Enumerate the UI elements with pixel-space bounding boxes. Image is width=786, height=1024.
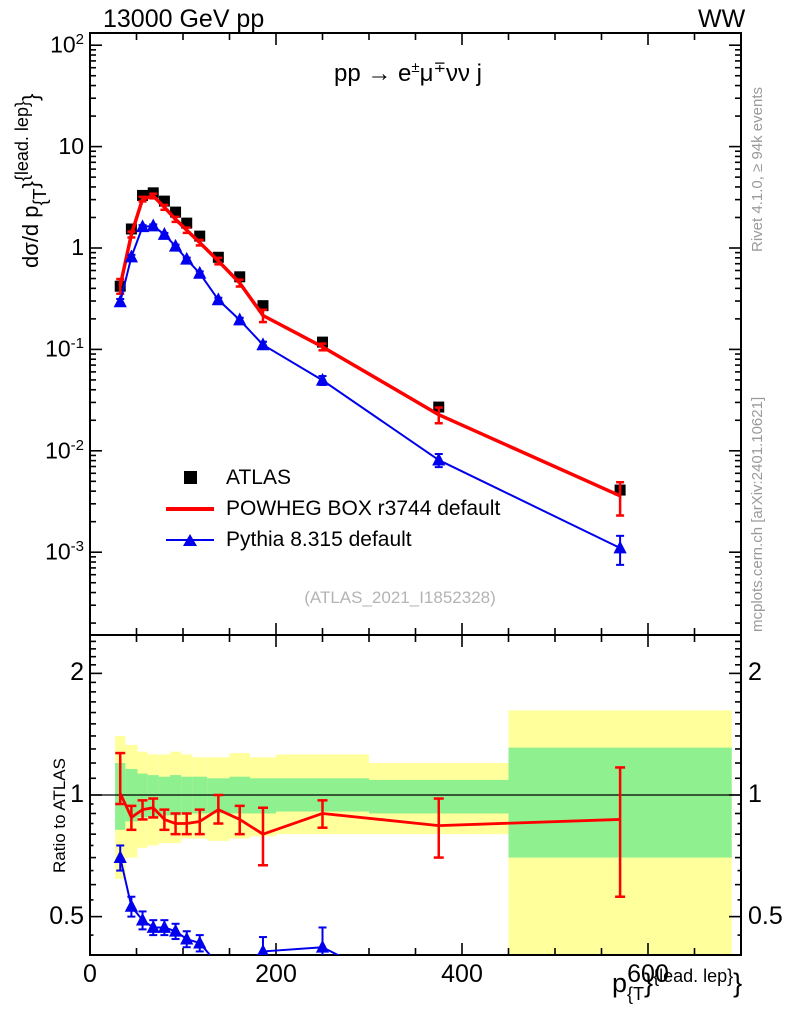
ratio-pythia (113, 844, 341, 955)
legend-label: Pythia 8.315 default (226, 527, 412, 551)
axis-ticks (89, 33, 742, 955)
pythia-triangle-marker-icon (160, 533, 220, 546)
y-axis-title-sub: {T (30, 188, 50, 206)
legend-item-powheg: POWHEG BOX r3744 default (160, 493, 500, 524)
ratio-tick-label-right: 0.5 (748, 901, 783, 930)
x-tick-label: 400 (441, 960, 483, 988)
x-tick-label: 600 (627, 960, 669, 988)
y-tick-label: 1 (71, 234, 84, 260)
x-tick-label: 0 (83, 960, 97, 988)
subtitle-sup-plusminus: ± (411, 59, 420, 76)
ratio-series (113, 751, 626, 955)
analysis-watermark: (ATLAS_2021_I1852328) (304, 588, 496, 607)
powheg-line-marker-icon (160, 506, 220, 511)
y-tick-label: 10 (58, 132, 84, 159)
rivet-version-text: Rivet 4.1.0, ≥ 94k events (749, 87, 766, 252)
x-axis-title-brace: } (644, 968, 654, 998)
x-axis-title-brace2: } (733, 968, 743, 998)
series-powheg (116, 192, 625, 517)
legend-item-pythia: Pythia 8.315 default (160, 524, 500, 555)
ratio-uncertainty-bands (115, 710, 732, 955)
legend-label: ATLAS (226, 465, 291, 489)
legend-label: POWHEG BOX r3744 default (226, 496, 501, 520)
subtitle-mu: μ (419, 60, 434, 87)
ratio-axis-title: Ratio to ATLAS (50, 758, 69, 873)
page-title: 13000 GeV pp (103, 5, 265, 33)
process-group-label: WW (698, 5, 746, 33)
x-axis-title-text: p (612, 968, 628, 998)
ratio-tick-label-left: 1 (70, 780, 84, 808)
ratio-tick-label-left: 2 (70, 658, 84, 687)
blue-triangle-icon (183, 533, 197, 546)
legend-item-atlas: ATLAS (160, 462, 500, 493)
y-tick-label: 10-1 (45, 335, 84, 363)
x-axis-title-sub: {T (627, 984, 645, 1004)
black-square-icon (183, 471, 197, 484)
y-tick-label: 10-2 (45, 436, 84, 464)
y-tick-label: 102 (50, 31, 84, 58)
y-tick-label: 10-3 (45, 538, 84, 565)
ratio-tick-label-right: 2 (748, 658, 762, 687)
legend: ATLAS POWHEG BOX r3744 default Pythia 8.… (160, 462, 500, 555)
series-pythia (113, 218, 627, 566)
x-axis-title-sup: {lead. lep} (653, 966, 734, 986)
y-axis-title-brace: } (18, 181, 43, 189)
atlas-square-marker-icon (160, 471, 220, 484)
main-series (113, 187, 627, 566)
ratio-powheg (115, 751, 626, 898)
red-line-icon (166, 506, 214, 511)
y-axis-title-brace2: } (18, 93, 43, 102)
ratio-tick-label-right: 1 (748, 780, 762, 808)
x-tick-label: 200 (255, 960, 297, 988)
subtitle-tail: νν j (446, 60, 483, 87)
process-subtitle: pp → e±μ∓νν j (248, 58, 568, 88)
subtitle-text: pp → e (333, 60, 412, 87)
ratio-tick-label-left: 0.5 (49, 901, 84, 930)
subtitle-sup-minusplus: ∓ (433, 59, 447, 76)
mcplots-reference-text: mcplots.cern.ch [arXiv:2401.10621] (749, 396, 766, 632)
x-axis-title: p{T}{lead. lep}} (612, 966, 742, 1005)
